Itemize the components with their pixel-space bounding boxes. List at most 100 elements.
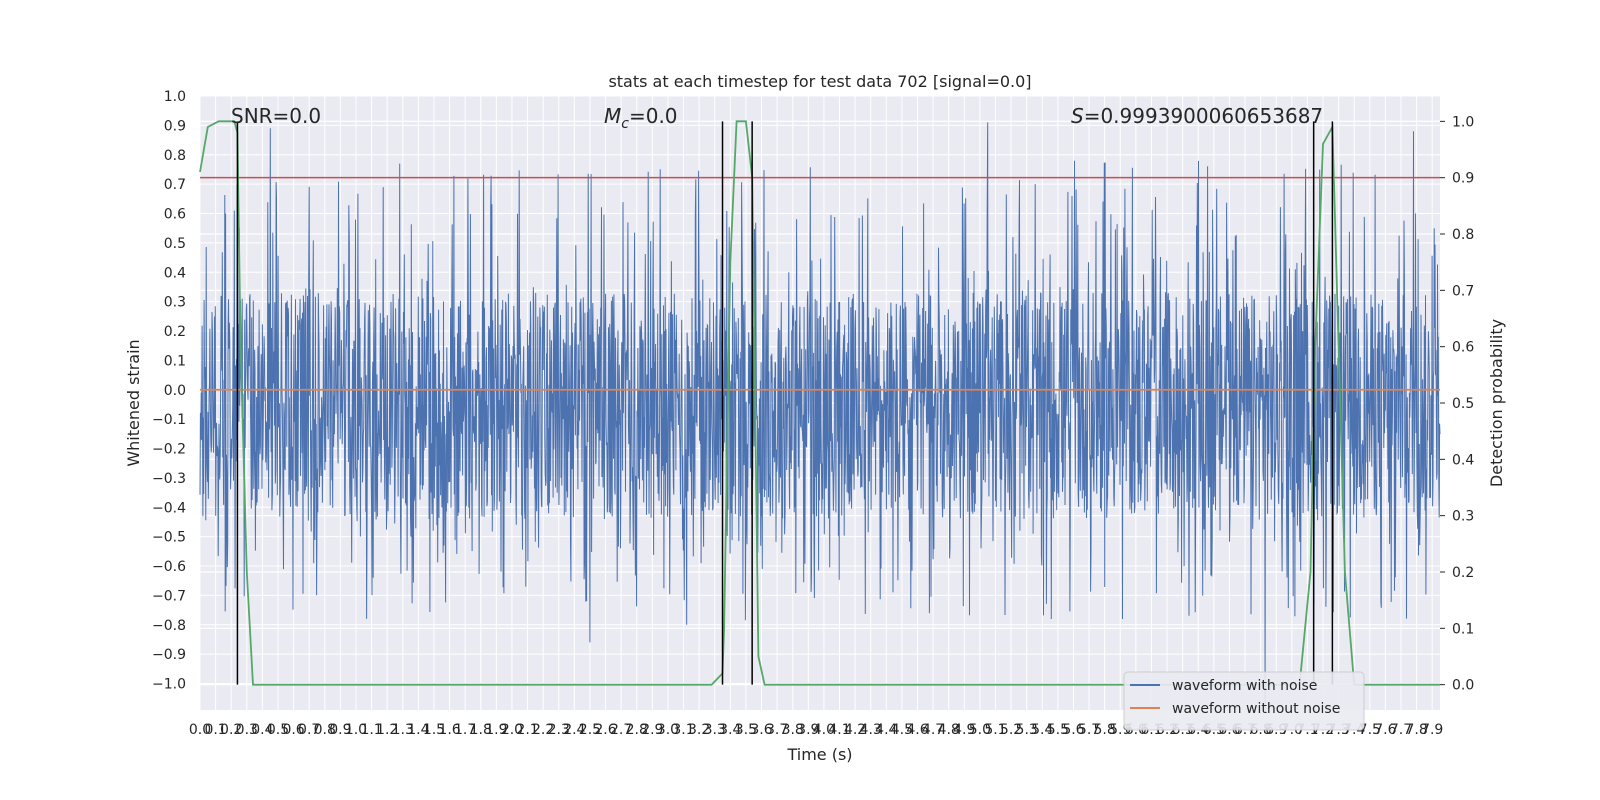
x-tick-label: 2.6 [594,722,616,738]
y2-tick-label: 0.8 [1452,227,1474,243]
x-tick-label: 0.6 [282,722,304,738]
x-tick-label: 7.9 [1421,722,1443,738]
y-tick-label: 0.4 [164,265,186,281]
x-tick-label: 1.2 [376,722,398,738]
x-tick-label: 3.3 [704,722,726,738]
y-axis-label: Whitened strain [124,339,143,466]
y-tick-label: −0.8 [152,618,186,634]
y-tick-label: 0.1 [164,353,186,369]
x-tick-label: 1.0 [345,722,367,738]
legend-entry-noise: waveform with noise [1172,678,1317,694]
detection-marker-lines [236,121,1334,685]
legend: waveform with noise waveform without noi… [1123,671,1365,731]
x-tick-label: 2.2 [532,722,554,738]
x-tick-label: 4.1 [828,722,850,738]
legend-box [1123,671,1365,731]
x-tick-label: 2.1 [516,722,538,738]
x-tick-label: 0.1 [204,722,226,738]
series-detection-probability [199,120,1440,686]
y2-tick-label: 0.2 [1452,565,1474,581]
x-tick-label: 4.8 [938,722,960,738]
x-tick-label: 2.8 [626,722,648,738]
x-tick-label: 5.2 [1000,722,1022,738]
x-tick-label: 7.8 [1405,722,1427,738]
y-tick-label: −0.2 [152,442,186,458]
x-tick-label: 1.5 [423,722,445,738]
x-tick-label: 2.9 [641,722,663,738]
x-tick-label: 5.4 [1031,722,1053,738]
x-tick-label: 5.0 [969,722,991,738]
y-axis-ticks: 1.0 0.9 0.8 0.7 0.6 0.5 0.4 0.3 0.2 0.1 0.0 −0.1 −0.… [152,89,186,693]
x-tick-label: 5.3 [1016,722,1038,738]
x-tick-label: 1.4 [407,722,429,738]
x-tick-label: 0.3 [236,722,258,738]
y-tick-label: 0.3 [164,295,186,311]
x-tick-label: 4.7 [922,722,944,738]
y2-tick-label: 0.4 [1452,452,1474,468]
x-tick-label: 1.8 [470,722,492,738]
x-tick-label: 2.7 [610,722,632,738]
x-tick-label: 4.0 [813,722,835,738]
x-tick-label: 2.4 [563,722,585,738]
x-tick-label: 0.8 [314,722,336,738]
x-tick-label: 3.4 [719,722,741,738]
x-tick-label: 3.5 [735,722,757,738]
x-tick-label: 0.4 [251,722,273,738]
y-tick-label: −0.4 [152,500,186,516]
x-tick-label: 3.1 [672,722,694,738]
x-tick-label: 7.6 [1374,722,1396,738]
x-tick-label: 4.9 [953,722,975,738]
y2-tick-label: 0.5 [1452,396,1474,412]
x-tick-label: 1.6 [438,722,460,738]
y-tick-label: 1.0 [164,89,186,105]
annotation-s-statistic: S=0.9993900060653687 [1071,104,1323,128]
y-tick-label: −1.0 [152,677,186,693]
y2-tick-label: 0.3 [1452,509,1474,525]
x-tick-label: 3.8 [782,722,804,738]
x-tick-label: 4.3 [860,722,882,738]
x-tick-label: 3.9 [797,722,819,738]
y-tick-label: 0.6 [164,207,186,223]
chart-title: stats at each timestep for test data 702… [608,72,1031,91]
y2-tick-label: 0.0 [1452,678,1474,694]
x-tick-label: 0.7 [298,722,320,738]
x-tick-label: 5.5 [1047,722,1069,738]
y-tick-label: 0.7 [164,177,186,193]
y2-tick-label: 1.0 [1452,114,1474,130]
x-tick-label: 1.9 [485,722,507,738]
y-tick-label: 0.8 [164,148,186,164]
x-tick-label: 2.3 [548,722,570,738]
annotation-snr: SNR=0.0 [231,104,321,128]
y-tick-label: −0.6 [152,559,186,575]
y2-axis-ticks: 1.0 0.9 0.8 0.7 0.6 0.5 0.4 0.3 0.2 0.1 0.0 [1440,114,1474,694]
x-tick-label: 1.3 [392,722,414,738]
x-tick-label: 3.6 [750,722,772,738]
x-tick-label: 3.2 [688,722,710,738]
y-tick-label: −0.3 [152,471,186,487]
x-tick-label: 4.5 [891,722,913,738]
x-tick-label: 0.0 [189,722,211,738]
x-tick-label: 3.0 [657,722,679,738]
x-tick-label: 2.5 [579,722,601,738]
y-tick-label: 0.0 [164,383,186,399]
x-tick-label: 0.2 [220,722,242,738]
x-tick-label: 2.0 [501,722,523,738]
y-tick-label: −0.1 [152,412,186,428]
y2-tick-label: 0.7 [1452,283,1474,299]
y2-tick-label: 0.9 [1452,171,1474,187]
x-tick-label: 5.1 [984,722,1006,738]
x-tick-label: 1.1 [360,722,382,738]
x-tick-label: 1.7 [454,722,476,738]
x-axis-label: Time (s) [786,745,852,764]
y2-tick-label: 0.1 [1452,621,1474,637]
annotation-chirp-mass: Mc=0.0 [604,104,678,132]
y-tick-label: 0.2 [164,324,186,340]
x-tick-label: 4.2 [844,722,866,738]
x-tick-label: 0.9 [329,722,351,738]
y2-tick-label: 0.6 [1452,340,1474,356]
y-tick-label: 0.9 [164,118,186,134]
y-tick-label: −0.7 [152,588,186,604]
y-tick-label: −0.9 [152,647,186,663]
x-tick-label: 4.6 [906,722,928,738]
